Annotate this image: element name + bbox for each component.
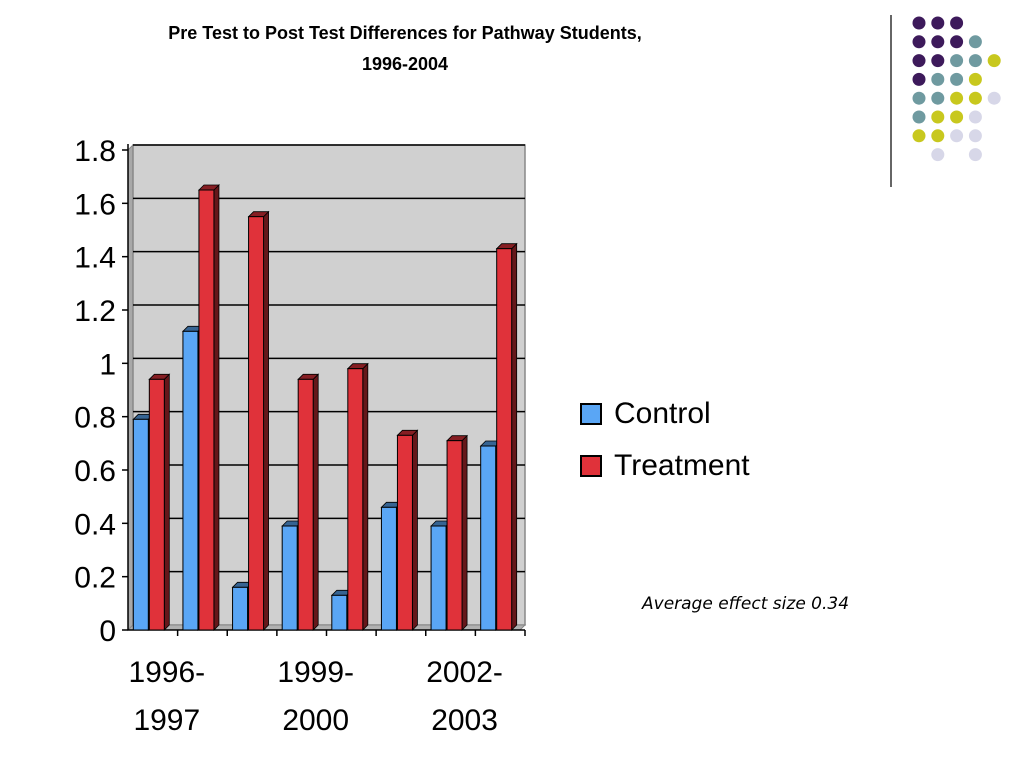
bar-treatment-side [412, 429, 418, 631]
y-tick-label: 1.2 [74, 295, 116, 328]
decor-dot [912, 110, 926, 124]
y-tick-label: 1 [99, 348, 116, 381]
legend: Control Treatment [580, 388, 750, 492]
bar-treatment-2003-2004 [496, 248, 513, 631]
bar-treatment-1998-1999 [248, 216, 265, 631]
chart-title-line-2: 1996-2004 [361, 54, 449, 74]
decor-dot [950, 54, 964, 68]
decor-dot [968, 72, 982, 86]
decor-dot [931, 110, 945, 124]
legend-label-control: Control [614, 397, 711, 430]
decor-dot [912, 16, 926, 30]
y-tick-label: 0.4 [74, 508, 116, 541]
decor-dot [968, 54, 982, 68]
y-tick-label: 1.8 [74, 135, 116, 168]
decor-dot [968, 129, 982, 143]
decor-dot [987, 91, 1001, 105]
chart-title: Pre Test to Post Test Differences for Pa… [60, 18, 750, 80]
decor-dot [950, 129, 964, 143]
bar-treatment-side [461, 434, 468, 631]
decor-dot [931, 91, 945, 105]
bar-control-1996-1997 [132, 418, 149, 631]
legend-item-control: Control [580, 388, 750, 440]
x-tick-label: 2003 [431, 704, 498, 737]
bar-control-2002-2003 [430, 525, 447, 631]
decor-dot [931, 148, 945, 162]
bar-treatment-side [213, 184, 220, 631]
decor-dot [968, 148, 982, 162]
decor-dot [987, 54, 1001, 68]
decor-dot [950, 35, 964, 49]
bar-treatment-2002-2003 [446, 440, 463, 631]
bar-treatment-1999-2000 [297, 378, 314, 631]
decor-dot [968, 110, 982, 124]
legend-swatch-control [580, 403, 602, 425]
bar-treatment-side [362, 362, 369, 631]
bar-control-2003-2004 [480, 445, 497, 631]
effect-size-annotation: Average effect size 0.34 [642, 594, 850, 614]
bar-treatment-side [312, 373, 319, 631]
legend-label-treatment: Treatment [614, 449, 750, 482]
decor-dot [931, 16, 945, 30]
bar-control-1997-1998 [182, 330, 199, 631]
bar-control-1999-2000 [281, 525, 298, 631]
legend-swatch-treatment [580, 455, 602, 477]
decor-dot [931, 54, 945, 68]
bar-treatment-1997-1998 [198, 189, 215, 631]
bar-treatment-side [511, 242, 518, 631]
y-tick-label: 0.6 [74, 455, 116, 488]
decor-dot [912, 91, 926, 105]
decor-dot [912, 72, 926, 86]
decor-dot [950, 110, 964, 124]
decor-dot [912, 129, 926, 143]
bar-control-2000-2001 [331, 594, 348, 631]
decor-dot [950, 72, 964, 86]
x-tick-label: 1999- [277, 656, 354, 689]
x-tick-label: 2000 [282, 704, 349, 737]
bar-treatment-2000-2001 [347, 368, 364, 631]
decor-dot [968, 91, 982, 105]
bar-treatment-side [163, 373, 170, 631]
bar-treatment-side [263, 210, 269, 631]
decor-dot [931, 35, 945, 49]
y-tick-label: 1.6 [74, 188, 116, 221]
bar-control-1998-1999 [232, 586, 249, 631]
decor-dot [912, 54, 926, 68]
x-tick-label: 1997 [133, 704, 200, 737]
bar-treatment-2001-2002 [396, 434, 413, 631]
decor-dot [950, 16, 964, 30]
decor-dot [931, 72, 945, 86]
y-tick-label: 1.4 [74, 242, 116, 275]
y-tick-label: 0 [99, 615, 116, 648]
decor-dot [931, 129, 945, 143]
legend-item-treatment: Treatment [580, 440, 750, 492]
x-tick-label: 1996- [128, 656, 205, 689]
decor-dot [950, 91, 964, 105]
bar-control-2001-2002 [380, 506, 397, 631]
chart-title-line-1: Pre Test to Post Test Differences for Pa… [168, 23, 642, 43]
y-tick-label: 0.2 [74, 562, 116, 595]
decor-dot [912, 35, 926, 49]
x-tick-label: 2002- [426, 656, 503, 689]
decorative-dot-grid [890, 15, 1001, 187]
bar-treatment-1996-1997 [148, 378, 165, 631]
y-tick-label: 0.8 [74, 402, 116, 435]
decor-dot [968, 35, 982, 49]
